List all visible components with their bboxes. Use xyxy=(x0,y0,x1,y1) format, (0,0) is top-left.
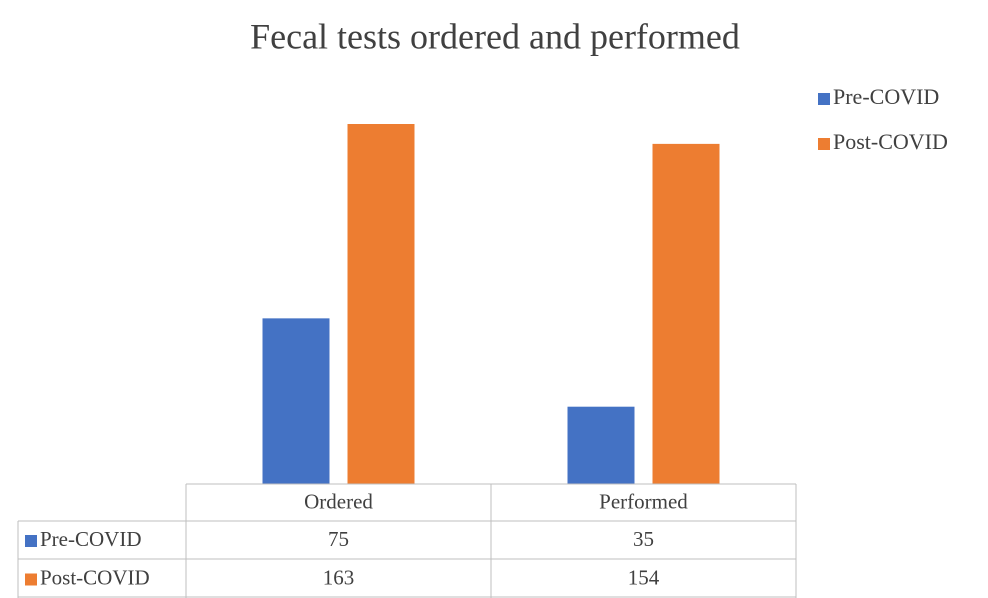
table-swatch xyxy=(25,535,37,547)
bar xyxy=(262,318,330,484)
table-series-label: Pre-COVID xyxy=(40,527,141,551)
x-tick-label: Performed xyxy=(599,489,688,513)
table-value: 163 xyxy=(323,565,355,589)
table-value: 75 xyxy=(328,527,349,551)
chart-title: Fecal tests ordered and performed xyxy=(250,16,740,56)
table-value: 35 xyxy=(633,527,654,551)
x-tick-label: Ordered xyxy=(304,489,373,513)
bar xyxy=(652,143,720,484)
table-swatch xyxy=(25,573,37,586)
bar xyxy=(567,406,635,484)
legend-swatch xyxy=(818,138,830,150)
legend-label: Pre-COVID xyxy=(833,84,939,109)
bar xyxy=(347,124,415,484)
legend-swatch xyxy=(818,93,830,105)
table-series-label: Post-COVID xyxy=(40,565,150,589)
table-value: 154 xyxy=(628,565,660,589)
legend-label: Post-COVID xyxy=(833,129,948,154)
